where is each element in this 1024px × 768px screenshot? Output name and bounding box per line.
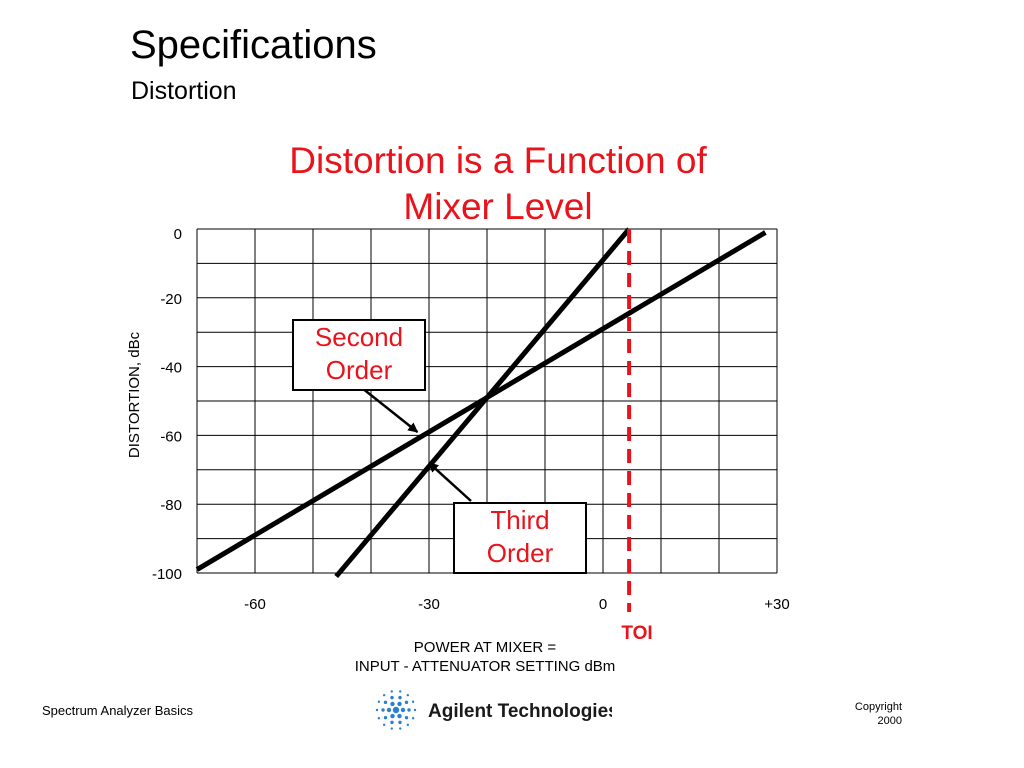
x-tick-label: +30 (764, 596, 789, 613)
callout-arrow (428, 461, 472, 502)
spark-dot (377, 700, 381, 703)
second-order-label-line-2: Order (325, 355, 393, 385)
x-axis-label: POWER AT MIXER = INPUT - ATTENUATOR SETT… (0, 638, 970, 676)
logo-text: Agilent Technologies (428, 701, 612, 722)
agilent-spark-icon (375, 690, 417, 730)
chart-ticks: 0 -20 -40 -60 -80 -100 -60 -30 0 +30 (152, 226, 790, 613)
chart-series (195, 227, 767, 579)
spark-dot (398, 695, 402, 700)
spark-dot (407, 708, 411, 712)
third-order-callout: Third Order (453, 502, 587, 574)
spark-dot (381, 708, 385, 712)
third-order-line (334, 227, 632, 579)
spark-dot (382, 723, 386, 727)
y-tick-label: -60 (160, 428, 182, 445)
spark-dot (390, 701, 395, 707)
footer-course-name: Spectrum Analyzer Basics (42, 703, 194, 718)
chart-title-line-2: Mixer Level (403, 186, 593, 227)
slide-subtitle: Distortion (131, 77, 237, 105)
spark-dot (399, 727, 402, 730)
third-order-label-line-1: Third (490, 505, 550, 535)
y-tick-label: -100 (152, 566, 182, 583)
spark-dot (390, 727, 393, 730)
y-tick-label: -20 (160, 291, 182, 308)
spark-dot (386, 707, 392, 713)
x-axis-label-line-1: POWER AT MIXER = (413, 639, 557, 656)
second-order-label-line-1: Second (314, 322, 404, 352)
y-axis-label: DISTORTION, dBc (126, 331, 143, 458)
chart-title-line-1: Distortion is a Function of (289, 140, 707, 181)
y-tick-label: 0 (174, 226, 182, 243)
spark-dot (392, 706, 400, 714)
spark-dot (382, 693, 386, 697)
slide-title: Specifications (130, 23, 377, 67)
footer-copyright: Copyright 2000 (820, 700, 902, 728)
toi-label: TOI (621, 623, 652, 644)
spark-dot (404, 700, 409, 705)
spark-dot (397, 701, 402, 707)
spark-dot (411, 717, 415, 720)
chart-title: Distortion is a Function of Mixer Level (0, 138, 996, 230)
agilent-logo: Agilent Technologies (375, 690, 612, 730)
spark-dot (390, 695, 394, 700)
callout-arrows (361, 387, 472, 502)
spark-dot (390, 720, 394, 725)
spark-dot (397, 713, 402, 719)
spark-dot (398, 720, 402, 725)
second-order-callout: Second Order (292, 319, 426, 391)
spark-dot (411, 700, 415, 703)
x-tick-label: -30 (418, 596, 440, 613)
spark-dot (406, 723, 410, 727)
spark-dot (390, 713, 395, 719)
y-tick-label: -80 (160, 497, 182, 514)
spark-dot (406, 693, 410, 697)
x-axis-label-line-2: INPUT - ATTENUATOR SETTING dBm (354, 658, 616, 675)
spark-dot (383, 715, 388, 720)
y-tick-label: -40 (160, 360, 182, 377)
x-tick-label: 0 (599, 596, 607, 613)
spark-dot (377, 717, 381, 720)
spark-dot (383, 700, 388, 705)
spark-dot (399, 690, 402, 693)
x-tick-label: -60 (244, 596, 266, 613)
copyright-line-1: Copyright (854, 701, 902, 713)
spark-dot (400, 707, 406, 713)
callout-arrow (361, 387, 419, 433)
copyright-line-2: 2000 (877, 715, 902, 727)
third-order-label-line-2: Order (486, 538, 554, 568)
spark-dot (375, 708, 379, 712)
spark-dot (390, 690, 393, 693)
spark-dot (413, 708, 417, 712)
spark-dot (404, 715, 409, 720)
